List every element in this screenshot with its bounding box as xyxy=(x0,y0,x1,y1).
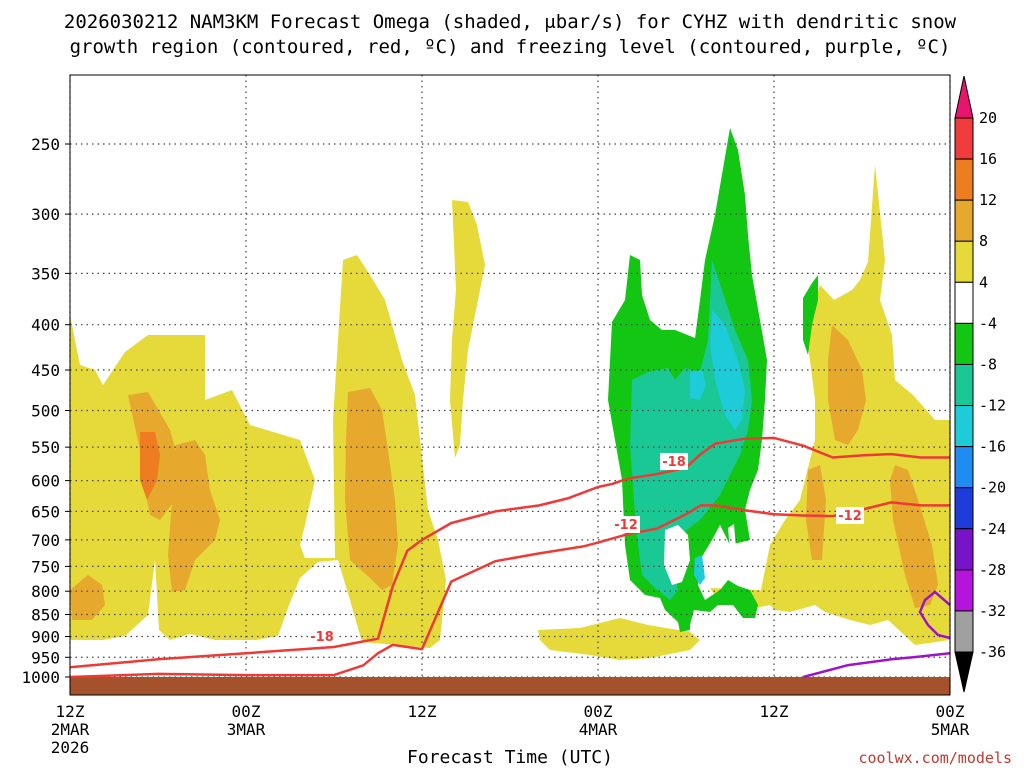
colorbar-swatch xyxy=(954,610,974,653)
colorbar-bottom-arrow xyxy=(954,651,974,693)
shade-orange-1 xyxy=(140,432,160,500)
colorbar-swatch xyxy=(954,240,974,283)
y-tick-label: 900 xyxy=(31,627,60,646)
colorbar-swatch xyxy=(954,281,974,324)
y-tick-label: 350 xyxy=(31,264,60,283)
x-tick-label: 2026 xyxy=(51,738,90,757)
shade-yellow-column-1 xyxy=(450,200,485,458)
x-tick-label: 12Z xyxy=(56,702,85,721)
y-tick-label: 1000 xyxy=(21,668,60,687)
shade-amber-7 xyxy=(806,465,826,560)
shade-amber-4 xyxy=(70,575,105,620)
label-bg-right-lower xyxy=(836,507,864,524)
y-tick-label: 650 xyxy=(31,502,60,521)
colorbar-label: -8 xyxy=(979,355,997,373)
colorbar-swatch xyxy=(954,322,974,365)
y-tick-label: 450 xyxy=(31,361,60,380)
y-tick-label: 600 xyxy=(31,472,60,491)
colorbar-swatch xyxy=(954,117,974,160)
y-tick-label: 800 xyxy=(31,582,60,601)
credit-text: coolwx.com/models xyxy=(858,749,1012,767)
x-tick-label: 00Z xyxy=(936,702,965,721)
contour-label-dgz-lower: -12 xyxy=(614,518,638,533)
shade-green-east xyxy=(803,275,818,355)
contour-lines xyxy=(69,436,951,679)
x-axis-label: Forecast Time (UTC) xyxy=(407,747,613,768)
colorbar-label: 20 xyxy=(979,109,997,127)
label-bg-dgz-lower xyxy=(612,516,640,533)
shade-amber-5 xyxy=(828,325,866,445)
contour-label-right-lower: -12 xyxy=(838,509,862,524)
colorbar-label: -4 xyxy=(979,314,997,332)
colorbar-label: 12 xyxy=(979,191,997,209)
label-bg-dgz-upper xyxy=(660,453,688,470)
plot-area: -18 -12 -18 -12 xyxy=(69,74,951,696)
omega-shading xyxy=(70,128,950,660)
label-bg-low-left xyxy=(308,628,336,645)
x-tick-label: 12Z xyxy=(408,702,437,721)
y-axis-ticks: 250 300 350 400 450 500 550 600 650 700 750 800 850 9… xyxy=(21,135,70,687)
contour-series-2 xyxy=(802,651,951,679)
colorbar-swatch xyxy=(954,487,974,530)
colorbar-label: -32 xyxy=(979,602,1006,620)
colorbar-swatch xyxy=(954,446,974,489)
colorbar-label: -20 xyxy=(979,479,1006,497)
colorbar-swatch xyxy=(954,528,974,571)
colorbar-swatch xyxy=(954,158,974,201)
y-tick-label: 700 xyxy=(31,531,60,550)
colorbar-label: -36 xyxy=(979,643,1006,661)
colorbar-label: 8 xyxy=(979,232,988,250)
x-tick-label: 3MAR xyxy=(227,720,266,739)
shade-green-blob xyxy=(678,620,690,632)
shade-amber-6 xyxy=(890,465,938,608)
colorbar-swatch xyxy=(954,569,974,612)
x-tick-label: 00Z xyxy=(232,702,261,721)
colorbar-top-arrow xyxy=(954,75,974,119)
colorbar-label: -28 xyxy=(979,561,1006,579)
shade-yellow-west xyxy=(70,255,446,648)
contour-label-low-left: -18 xyxy=(310,630,334,645)
ground-strip xyxy=(70,677,950,695)
colorbar-swatch xyxy=(954,199,974,242)
y-tick-label: 550 xyxy=(31,438,60,457)
chart-title-line2: growth region (contoured, red, ºC) and f… xyxy=(70,36,951,58)
shade-amber-2 xyxy=(168,440,220,592)
y-tick-label: 850 xyxy=(31,606,60,625)
x-tick-label: 12Z xyxy=(760,702,789,721)
y-tick-label: 400 xyxy=(31,316,60,335)
plot-frame xyxy=(69,74,951,696)
colorbar-swatch xyxy=(954,405,974,448)
colorbar-swatch xyxy=(954,363,974,407)
y-tick-label: 950 xyxy=(31,648,60,667)
colorbar-label: -12 xyxy=(979,397,1006,415)
contour-labels: -18 -12 -18 -12 xyxy=(308,453,864,645)
colorbar-label: 16 xyxy=(979,150,997,168)
chart-title-line1: 2026030212 NAM3KM Forecast Omega (shaded… xyxy=(64,11,957,33)
y-tick-label: 750 xyxy=(31,557,60,576)
y-tick-label: 500 xyxy=(31,402,60,421)
colorbar-label: -16 xyxy=(979,438,1006,456)
y-tick-label: 300 xyxy=(31,205,60,224)
x-tick-label: 4MAR xyxy=(579,720,618,739)
colorbar: 20 16 12 8 4 -4 -8 -12 -16 -20 -24 -28 -32 -36 xyxy=(954,75,1006,693)
contour-label-dgz-upper: -18 xyxy=(662,455,686,470)
shade-cyan-2 xyxy=(690,370,706,400)
y-tick-label: 250 xyxy=(31,135,60,154)
shade-cyan-3 xyxy=(694,555,705,585)
x-tick-label: 2MAR xyxy=(51,720,90,739)
shade-yellow-center-low xyxy=(538,618,700,660)
colorbar-label: -24 xyxy=(979,520,1006,538)
x-tick-label: 00Z xyxy=(584,702,613,721)
freezing-level-closed-contour xyxy=(918,590,951,640)
contour-series-1 xyxy=(69,501,950,679)
shade-hole-2 xyxy=(728,524,736,550)
shade-cyan-1 xyxy=(710,310,745,430)
contour-series-0 xyxy=(69,436,950,669)
x-tick-label: 5MAR xyxy=(931,720,970,739)
colorbar-label: 4 xyxy=(979,273,988,291)
